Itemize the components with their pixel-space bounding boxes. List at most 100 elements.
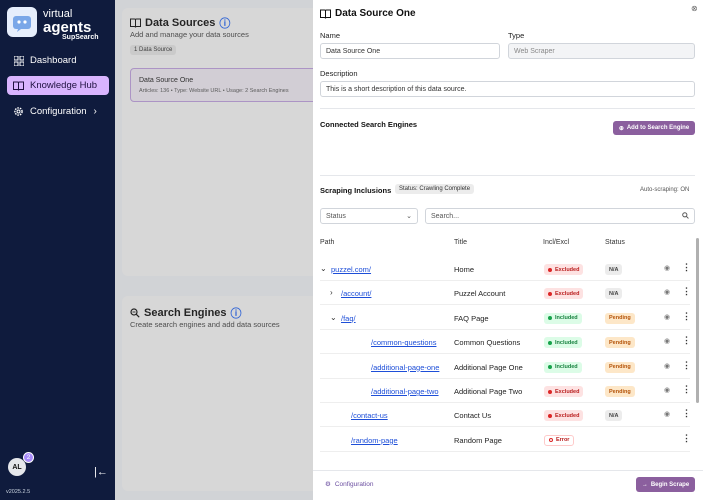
drawer-title: Data Source One	[320, 8, 416, 19]
badge-label: Excluded	[555, 388, 580, 395]
drawer-footer: ⚙ Configuration → Begin Scrape	[313, 470, 703, 500]
badge-label: Included	[555, 364, 578, 371]
search-engines-panel	[122, 296, 322, 491]
search-input[interactable]: Search...	[425, 208, 695, 224]
plus-circle-icon: ⊕	[618, 125, 624, 132]
chevron-down-icon: ⌄	[406, 213, 412, 220]
more-options-icon[interactable]: ⋮	[682, 262, 691, 272]
path-link[interactable]: /additional-page-one	[371, 362, 440, 372]
table-row[interactable]: ⌄ /faq/FAQ Page Included Pending ◉ ⋮	[320, 306, 691, 330]
info-icon[interactable]: ⓘ	[230, 308, 242, 320]
sidebar-item-label: Knowledge Hub	[30, 80, 98, 91]
type-field: Web Scraper	[508, 43, 695, 59]
status-dot	[548, 316, 552, 321]
eye-icon[interactable]: ◉	[664, 411, 671, 419]
path-link[interactable]: /additional-page-two	[371, 387, 439, 396]
chevron-down-icon[interactable]: ⌄	[320, 264, 327, 273]
sidebar-item-dashboard[interactable]: Dashboard	[7, 51, 109, 70]
path-link[interactable]: puzzel.com/	[331, 265, 372, 274]
badge-label: Included	[555, 315, 578, 322]
eye-icon[interactable]: ◉	[664, 313, 671, 321]
chevron-right-icon[interactable]: ›	[330, 288, 333, 298]
book-icon	[320, 9, 331, 19]
path-link[interactable]: /faq/	[341, 313, 356, 323]
search-icon	[682, 211, 689, 221]
status-dot	[548, 340, 552, 345]
gear-icon	[13, 106, 24, 117]
sidebar-item-knowledge-hub[interactable]: Knowledge Hub	[7, 76, 109, 95]
data-source-card[interactable]: Data Source One Articles: 136 • Type: We…	[130, 68, 320, 102]
eye-icon[interactable]: ◉	[664, 338, 671, 346]
badge-label: Error	[556, 437, 570, 444]
path-link[interactable]: /common-questions	[371, 338, 437, 348]
arrow-right-icon: →	[641, 481, 648, 488]
row-title: FAQ Page	[454, 313, 489, 323]
row-title: Additional Page Two	[454, 387, 523, 396]
gear-icon: ⚙	[325, 481, 331, 488]
add-to-search-engine-button[interactable]: ⊕ Add to Search Engine	[613, 121, 695, 135]
table-row[interactable]: /random-page Random Page Error ⋮	[320, 428, 691, 452]
more-options-icon[interactable]: ⋮	[682, 335, 691, 346]
more-options-icon[interactable]: ⋮	[682, 408, 691, 419]
brand-main: agents	[43, 19, 92, 36]
incl-excl-badge: Excluded	[544, 386, 584, 397]
table-row[interactable]: /additional-page-one Additional Page One I…	[320, 355, 691, 379]
more-options-icon[interactable]: ⋮	[682, 310, 691, 321]
data-source-count-chip: 1 Data Source	[130, 45, 177, 55]
column-header-path: Path	[320, 239, 335, 246]
table-row[interactable]: › /account/Puzzel Account Excluded N/A ◉ ⋮	[320, 281, 691, 306]
data-sources-title: Data Sources ⓘ	[130, 15, 230, 31]
row-title: Additional Page One	[454, 362, 523, 372]
grid-icon	[13, 55, 24, 66]
status-badge: Pending	[605, 312, 635, 324]
type-label: Type	[508, 31, 525, 40]
version-label: v2025.2.5	[6, 489, 31, 495]
data-sources-subtitle: Add and manage your data sources	[130, 30, 249, 39]
search-engines-title: Search Engines ⓘ	[130, 305, 242, 321]
avatar[interactable]: AL	[8, 458, 26, 476]
path-link[interactable]: /contact-us	[351, 411, 388, 421]
status-badge: Pending	[605, 337, 635, 349]
incl-excl-badge: Included	[544, 361, 582, 373]
collapse-sidebar-icon[interactable]: |←	[94, 466, 108, 478]
more-options-icon[interactable]: ⋮	[682, 286, 691, 297]
info-icon[interactable]: ⓘ	[219, 18, 231, 30]
eye-icon[interactable]: ◉	[664, 387, 671, 394]
table-row[interactable]: ⌄ puzzel.com/Home Excluded N/A ◉ ⋮	[320, 257, 691, 281]
chevron-down-icon[interactable]: ⌄	[330, 312, 337, 322]
path-link[interactable]: /random-page	[351, 435, 398, 445]
name-label: Name	[320, 31, 341, 40]
sidebar-item-configuration[interactable]: Configuration ›	[7, 102, 109, 121]
description-label: Description	[320, 69, 358, 78]
more-options-icon[interactable]: ⋮	[682, 359, 691, 370]
badge-label: Included	[555, 339, 578, 346]
incl-excl-badge: Included	[544, 337, 582, 349]
table-row[interactable]: /additional-page-two Additional Page Two E…	[320, 379, 691, 403]
status-filter-select[interactable]: Status ⌄	[320, 208, 418, 224]
scrollbar[interactable]	[696, 238, 699, 403]
begin-scrape-button[interactable]: → Begin Scrape	[636, 477, 695, 492]
table-row[interactable]: /common-questions Common Questions Include…	[320, 330, 691, 355]
more-options-icon[interactable]: ⋮	[682, 384, 691, 394]
path-link[interactable]: /account/	[341, 289, 372, 299]
divider	[320, 175, 695, 176]
row-title: Common Questions	[454, 338, 521, 348]
name-field[interactable]: Data Source One	[320, 43, 500, 59]
chevron-right-icon[interactable]: ›	[93, 106, 97, 117]
table-row[interactable]: /contact-us Contact Us Excluded N/A ◉ ⋮	[320, 403, 691, 428]
close-icon[interactable]: ⊗	[691, 4, 698, 13]
column-header-status: Status	[605, 239, 625, 246]
card-title: Data Source One	[139, 77, 194, 84]
badge-label: Excluded	[555, 412, 580, 419]
brand-top: virtual	[43, 8, 73, 20]
eye-icon[interactable]: ◉	[664, 289, 671, 297]
status-dot	[548, 389, 552, 394]
eye-icon[interactable]: ◉	[664, 362, 671, 370]
description-field[interactable]: This is a short description of this data…	[320, 81, 695, 97]
more-options-icon[interactable]: ⋮	[682, 432, 691, 443]
badge-label: Excluded	[555, 266, 580, 273]
eye-icon[interactable]: ◉	[664, 265, 671, 272]
configuration-link[interactable]: ⚙ Configuration	[325, 480, 374, 489]
status-badge: N/A	[605, 410, 623, 422]
search-engine-icon	[130, 308, 140, 318]
